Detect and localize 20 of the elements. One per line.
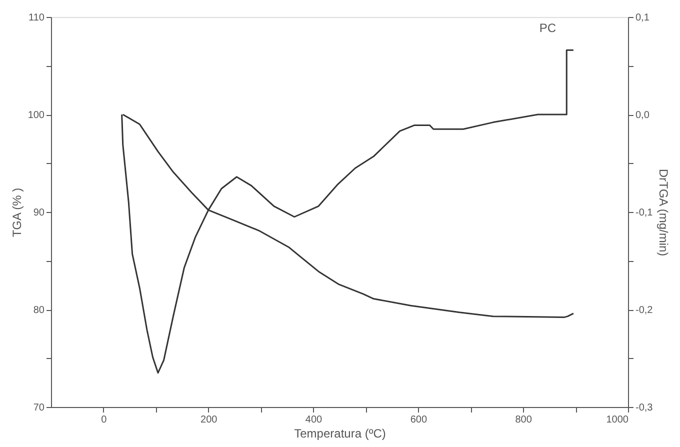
y-tick-label: 80 bbox=[33, 305, 45, 316]
x-axis-title: Temperatura (ºC) bbox=[294, 426, 386, 440]
y2-tick-label: -0,2 bbox=[636, 305, 654, 316]
y2-tick-label: 0,0 bbox=[636, 110, 650, 121]
y-axis-title: TGA (% ) bbox=[10, 188, 24, 238]
y2-tick-label: 0,1 bbox=[636, 12, 650, 24]
y2-tick-label: -0,1 bbox=[636, 208, 654, 218]
y-tick-label: 70 bbox=[33, 402, 45, 414]
y-tick-label: 90 bbox=[33, 208, 45, 218]
y-tick-label: 100 bbox=[28, 110, 45, 121]
y2-tick-label: -0,3 bbox=[636, 402, 654, 414]
annotation: PC bbox=[539, 21, 556, 35]
y-tick-label: 110 bbox=[28, 12, 45, 24]
x-tick-label: 400 bbox=[305, 414, 323, 426]
y2-axis-title: DrTGA (mg/min) bbox=[656, 168, 671, 256]
x-tick-label: 800 bbox=[515, 414, 532, 426]
x-tick-label: 1000 bbox=[606, 414, 629, 426]
x-tick-label: 200 bbox=[200, 414, 218, 426]
x-tick-label: 0 bbox=[101, 414, 108, 426]
x-tick-label: 600 bbox=[410, 414, 428, 426]
